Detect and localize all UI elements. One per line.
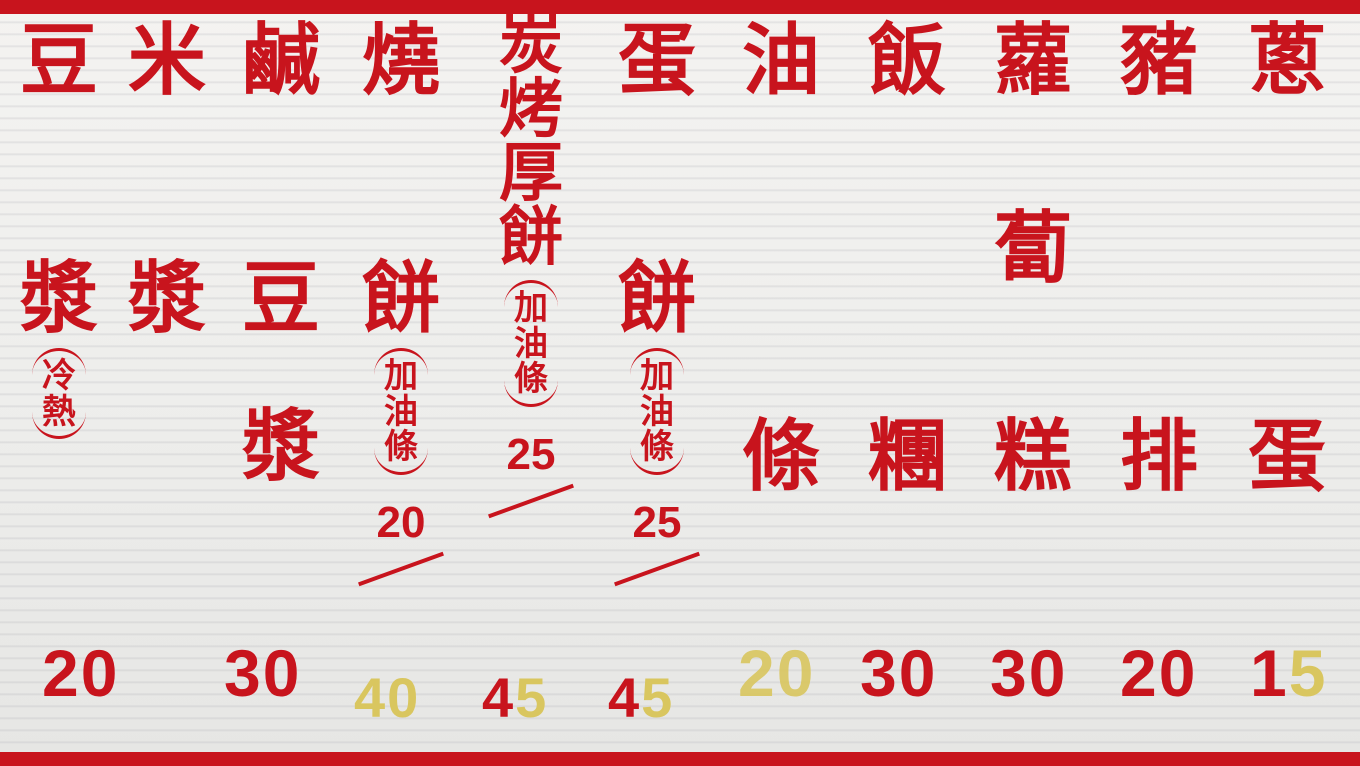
note-char: 油 bbox=[514, 323, 548, 364]
price-divider bbox=[358, 551, 444, 587]
bottom-border bbox=[0, 752, 1360, 766]
menu-char: 餅 bbox=[617, 253, 696, 344]
note-char: 冷 bbox=[42, 356, 76, 396]
price-egg-pancake-with-youtiao: 45 bbox=[608, 670, 674, 726]
price-thick-bread-with-youtiao: 45 bbox=[482, 670, 548, 726]
price-digit: 5 bbox=[1288, 636, 1328, 710]
price-digit: 4 bbox=[482, 666, 516, 729]
price-digit: 4 bbox=[608, 666, 642, 729]
note-char: 條 bbox=[640, 427, 674, 468]
price-digit: 1 bbox=[1250, 636, 1289, 710]
menu-char: 漿 bbox=[241, 401, 320, 492]
price-digit: 4 bbox=[354, 666, 388, 729]
menu-char: 蛋 bbox=[617, 15, 696, 106]
note-char: 條 bbox=[384, 427, 418, 468]
menu-char: 飯 bbox=[867, 15, 946, 106]
price-plain: 25 bbox=[632, 498, 682, 548]
menu-char: 豬 bbox=[1119, 15, 1198, 106]
menu-char: 烤 bbox=[499, 72, 563, 147]
price-divider bbox=[488, 483, 574, 519]
menu-char: 蘿 bbox=[993, 15, 1072, 106]
price-rice-milk: 30 bbox=[224, 636, 302, 710]
menu-item-sesame-flatbread: 燒 餅 加 油 條 20 bbox=[342, 15, 460, 587]
menu-item-rice-milk: 米 漿 bbox=[108, 22, 226, 338]
menu-item-salty-soy-milk: 鹹 豆 漿 bbox=[222, 22, 340, 486]
menu-char: 蔥 bbox=[1247, 15, 1326, 106]
menu-item-rice-ball: 飯 糰 bbox=[848, 22, 966, 496]
menu-item-turnip-cake: 蘿 蔔 糕 bbox=[974, 22, 1092, 496]
menu-note-hot-cold: 冷 熱 bbox=[32, 348, 86, 440]
price-rice-ball: 30 bbox=[860, 636, 938, 710]
price-digit: 5 bbox=[641, 666, 675, 729]
top-border bbox=[0, 0, 1360, 14]
menu-char: 米 bbox=[127, 15, 206, 106]
price-scallion-egg: 15 bbox=[1250, 640, 1327, 706]
menu-item-egg-pancake: 蛋 餅 加 油 條 25 bbox=[598, 15, 716, 587]
menu-char: 豆 bbox=[241, 253, 320, 344]
menu-char: 餅 bbox=[499, 200, 563, 275]
menu-item-pork-chop: 豬 排 bbox=[1100, 22, 1218, 496]
menu-char: 炭 bbox=[499, 8, 563, 83]
menu-item-youtiao: 油 條 bbox=[722, 22, 840, 496]
menu-note-add-youtiao: 加 油 條 bbox=[630, 348, 684, 476]
menu-char: 漿 bbox=[127, 253, 206, 344]
note-char: 熱 bbox=[42, 391, 76, 432]
menu-note-add-youtiao: 加 油 條 bbox=[374, 348, 428, 476]
menu-char: 糰 bbox=[867, 411, 946, 502]
menu-char: 蛋 bbox=[1247, 411, 1326, 502]
menu-char: 條 bbox=[741, 411, 820, 502]
menu-char: 漿 bbox=[19, 253, 98, 344]
menu-item-charcoal-thick-bread: 炭 烤 厚 餅 加 油 條 25 bbox=[472, 8, 590, 519]
price-youtiao: 20 bbox=[738, 636, 816, 710]
note-char: 油 bbox=[384, 391, 418, 432]
price-divider bbox=[614, 551, 700, 587]
price-pork-chop: 20 bbox=[1120, 636, 1198, 710]
price-sesame-with-youtiao: 40 bbox=[354, 670, 420, 726]
note-char: 加 bbox=[384, 356, 418, 396]
price-turnip-cake: 30 bbox=[990, 636, 1068, 710]
menu-char: 餅 bbox=[361, 253, 440, 344]
price-digit: 5 bbox=[515, 666, 549, 729]
note-char: 條 bbox=[514, 359, 548, 400]
note-char: 加 bbox=[640, 356, 674, 396]
menu-item-soy-milk: 豆 漿 冷 熱 bbox=[0, 15, 118, 440]
menu-char: 蔔 bbox=[993, 203, 1072, 294]
menu-char: 糕 bbox=[993, 411, 1072, 502]
menu-char: 厚 bbox=[499, 136, 563, 211]
price-plain: 25 bbox=[506, 430, 556, 480]
price-plain: 20 bbox=[376, 498, 426, 548]
price-soy-milk: 20 bbox=[42, 636, 120, 710]
menu-note-add-youtiao: 加 油 條 bbox=[504, 280, 558, 408]
menu-char: 豆 bbox=[19, 15, 98, 106]
menu-char: 鹹 bbox=[241, 15, 320, 106]
note-char: 加 bbox=[514, 288, 548, 328]
note-char: 油 bbox=[640, 391, 674, 432]
menu-item-scallion-egg: 蔥 蛋 bbox=[1228, 22, 1346, 496]
menu-char: 油 bbox=[741, 15, 820, 106]
menu-char: 排 bbox=[1119, 411, 1198, 502]
price-digit: 0 bbox=[387, 666, 421, 729]
menu-char: 燒 bbox=[361, 15, 440, 106]
